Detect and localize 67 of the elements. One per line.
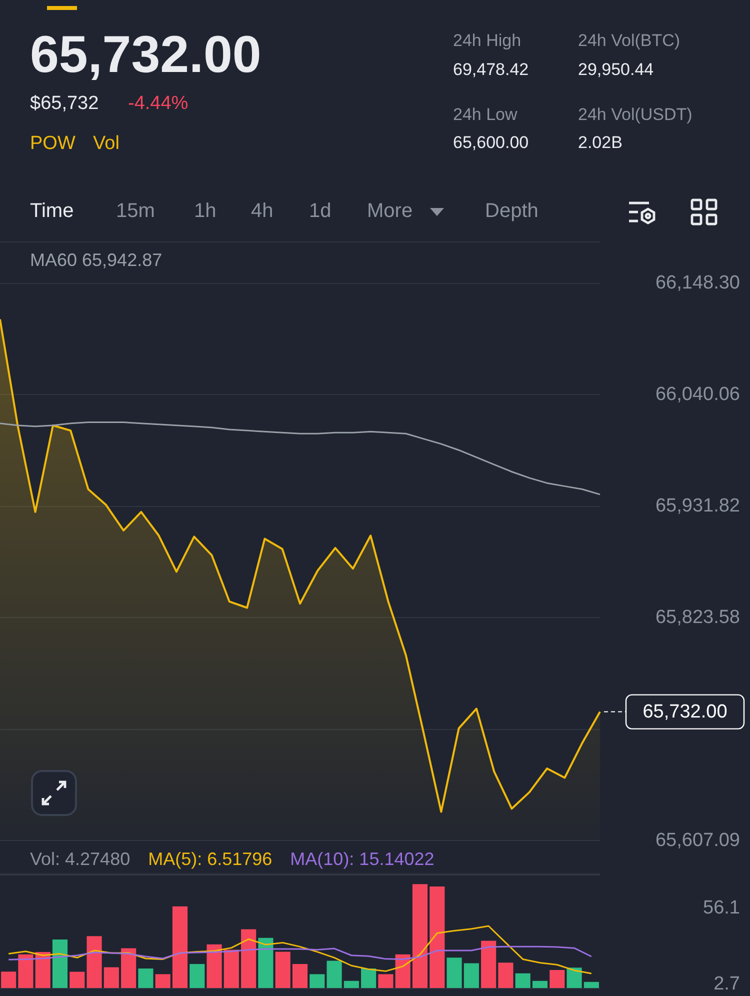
bar	[464, 963, 479, 988]
bar	[344, 980, 359, 988]
y-tick-label: 65,931.82	[655, 495, 740, 516]
bar	[258, 938, 274, 988]
bar	[138, 968, 154, 988]
bar	[241, 929, 256, 988]
text: MA(5): 6.51796	[148, 849, 272, 870]
bar	[292, 964, 308, 988]
text: 24h High	[453, 30, 522, 50]
bar	[361, 968, 376, 988]
text: More	[367, 200, 413, 222]
y-tick-label: 65,823.58	[655, 606, 740, 628]
bar	[566, 968, 582, 988]
bar	[515, 973, 530, 988]
y-tick-label: 2.7	[714, 974, 740, 995]
chart-title: 65,732.00	[30, 26, 262, 84]
bar	[310, 974, 325, 988]
text: MA(10): 15.14022	[290, 849, 434, 870]
bar	[550, 970, 565, 988]
text: Vol: 4.27480	[30, 849, 130, 870]
bar	[206, 944, 222, 988]
bar	[155, 974, 170, 988]
ref-line-label: 65,732.00	[642, 701, 728, 722]
text: POW	[30, 132, 76, 154]
text: 4h	[251, 200, 274, 222]
bar	[172, 906, 188, 988]
bar	[121, 948, 136, 988]
bar	[532, 980, 548, 988]
bar	[1, 972, 16, 988]
chart-subtitle: $65,732	[30, 92, 99, 114]
text: 1h	[194, 200, 216, 222]
bar	[35, 952, 50, 988]
text: 15m	[116, 200, 155, 222]
bar	[224, 950, 239, 988]
text: Vol	[93, 132, 120, 154]
bar	[326, 960, 342, 988]
text: -4.44%	[128, 92, 188, 114]
bar	[190, 964, 205, 988]
text: 24h Low	[453, 104, 518, 124]
text: 29,950.44	[578, 60, 654, 79]
bar	[104, 967, 119, 988]
bar	[275, 952, 290, 988]
bar	[86, 936, 102, 988]
bar	[18, 954, 34, 988]
y-tick-label: 56.1	[703, 898, 740, 919]
text: 69,478.42	[453, 60, 529, 79]
text: 24h Vol(BTC)	[578, 30, 680, 50]
bar	[498, 962, 514, 988]
bar	[481, 940, 496, 988]
bar	[412, 884, 428, 988]
y-tick-label: 66,040.06	[655, 384, 740, 405]
y-tick-label: 66,148.30	[655, 272, 740, 294]
text: Time	[30, 200, 74, 222]
line-series	[0, 422, 601, 496]
bar	[584, 982, 599, 988]
y-tick-label: 65,607.09	[655, 830, 740, 851]
text: MA60 65,942.87	[30, 250, 162, 270]
bar	[378, 974, 394, 988]
bar	[430, 886, 445, 988]
text: 2.02B	[578, 132, 622, 152]
bar	[52, 940, 68, 988]
bar	[446, 958, 462, 988]
bar	[70, 972, 85, 988]
text: 24h Vol(USDT)	[578, 104, 692, 124]
text: Depth	[485, 200, 538, 222]
text: 65,600.00	[453, 132, 529, 152]
text: 1d	[309, 200, 332, 222]
